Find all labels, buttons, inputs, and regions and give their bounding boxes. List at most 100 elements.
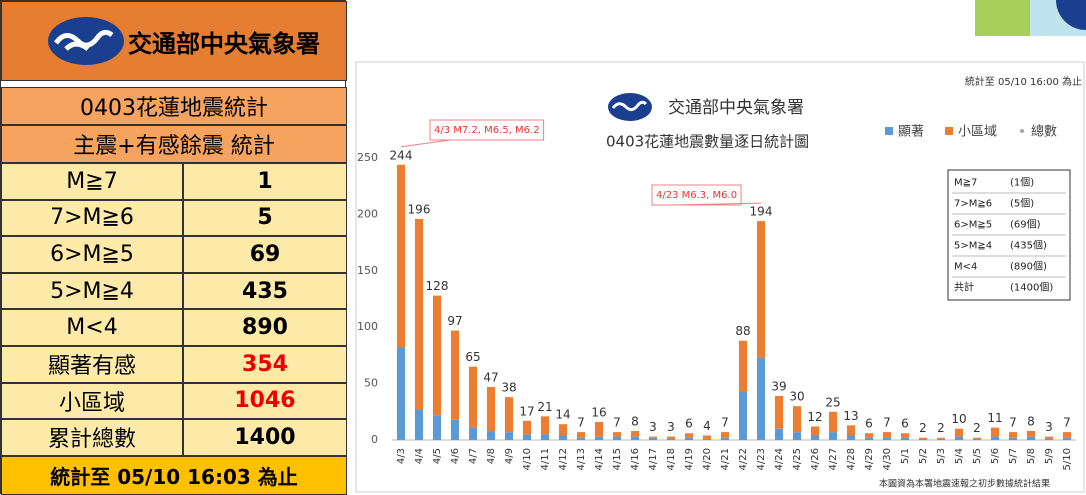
- x-tick-label: 5/4: [954, 448, 965, 464]
- bar-segment: [504, 397, 514, 433]
- bar-segment: [972, 437, 982, 439]
- x-tick-label: 4/3: [396, 448, 407, 464]
- x-tick-label: 4/15: [612, 448, 623, 470]
- bar-segment: [702, 438, 712, 440]
- bar-segment: [756, 357, 766, 440]
- bar-segment: [990, 427, 1000, 437]
- bar-segment: [720, 432, 730, 438]
- bar-segment: [720, 437, 730, 440]
- bar-segment: [828, 432, 838, 440]
- total-label: 2: [973, 421, 981, 435]
- x-tick-label: 4/12: [558, 448, 569, 470]
- total-label: 7: [883, 416, 891, 430]
- bar-segment: [864, 437, 874, 440]
- bar-segment: [414, 218, 424, 410]
- bar-segment: [1062, 437, 1072, 440]
- row-value: 69: [183, 236, 347, 273]
- summary-table: 交通部中央氣象署 0403花蓮地震統計 主震+有感餘震 統計 M≧7 1 7>M≧6 5 6…: [0, 0, 347, 495]
- total-label: 3: [667, 420, 675, 434]
- row-value: 1046: [183, 382, 347, 420]
- bar-segment: [486, 386, 496, 431]
- total-label: 21: [537, 400, 552, 414]
- x-tick-label: 5/6: [990, 448, 1001, 464]
- chart-note: 統計至 05/10 16:00 為止: [965, 75, 1082, 88]
- bar-segment: [846, 435, 856, 440]
- bar-segment: [882, 437, 892, 440]
- total-label: 7: [1063, 416, 1071, 430]
- table-subtitle: 主震+有感餘震 統計: [1, 125, 347, 163]
- total-label: 2: [937, 421, 945, 435]
- chart-logo: [608, 93, 652, 121]
- row-label: M<4: [1, 309, 183, 346]
- bar-segment: [648, 437, 658, 440]
- total-label: 10: [951, 412, 966, 426]
- bar-segment: [594, 436, 604, 440]
- row-label: 小區域: [1, 382, 183, 420]
- y-tick-label: 200: [357, 207, 378, 220]
- legend-swatch: [945, 127, 954, 135]
- bar-segment: [756, 221, 766, 358]
- total-label: 7: [721, 416, 729, 430]
- x-tick-label: 4/5: [432, 448, 443, 464]
- bar-segment: [1008, 437, 1018, 440]
- bar-segment: [396, 164, 406, 348]
- total-label: 11: [987, 411, 1002, 425]
- row-value: 890: [183, 309, 347, 346]
- y-tick-label: 50: [364, 377, 378, 390]
- x-tick-label: 5/7: [1008, 448, 1019, 464]
- legend-swatch: [1020, 129, 1025, 133]
- bar-segment: [792, 406, 802, 433]
- total-label: 8: [631, 414, 639, 428]
- legend-swatch: [885, 127, 893, 135]
- row-label: M≧7: [1, 163, 183, 200]
- bar-segment: [702, 435, 712, 439]
- total-label: 6: [685, 417, 693, 431]
- annotation-box: [651, 184, 742, 206]
- bar-segment: [810, 426, 820, 436]
- table-title: 0403花蓮地震統計: [1, 87, 347, 125]
- x-tick-label: 5/1: [900, 448, 911, 464]
- row-value: 1: [183, 163, 347, 200]
- bar-segment: [990, 436, 1000, 440]
- total-label: 7: [613, 416, 621, 430]
- bar-segment: [576, 432, 586, 438]
- annotation-pointer: [671, 202, 762, 206]
- x-tick-label: 4/14: [594, 448, 605, 470]
- logo: [48, 17, 124, 65]
- row-label: 顯著有感: [1, 346, 183, 383]
- y-tick-label: 100: [357, 320, 378, 333]
- total-label: 65: [465, 350, 480, 364]
- box-label: M≧7: [954, 178, 977, 189]
- x-tick-label: 4/13: [576, 448, 587, 470]
- row-value: 1400: [183, 419, 347, 456]
- chart-logo: [611, 100, 648, 112]
- bar-segment: [846, 425, 856, 436]
- box-label: 7>M≧6: [954, 199, 992, 210]
- total-label: 196: [408, 202, 431, 216]
- total-label: 8: [1027, 414, 1035, 428]
- header-text: 交通部中央氣象署: [128, 29, 320, 58]
- x-tick-label: 4/24: [774, 448, 785, 470]
- total-label: 12: [807, 410, 822, 424]
- box-label: M<4: [954, 262, 977, 273]
- bar-segment: [900, 437, 910, 440]
- bar-segment: [954, 436, 964, 440]
- box-count: (890個): [1010, 260, 1047, 273]
- x-tick-label: 4/20: [702, 448, 713, 470]
- corner-logo: [975, 0, 1086, 36]
- chart-footnote: 本圖資為本署地震速報之初步數據統計結果: [879, 478, 1050, 490]
- x-tick-label: 4/28: [846, 448, 857, 470]
- x-tick-label: 4/6: [450, 448, 461, 464]
- box-label: 共計: [954, 281, 974, 294]
- bar-segment: [450, 330, 460, 420]
- total-label: 17: [519, 404, 534, 418]
- row-value: 435: [183, 272, 347, 310]
- x-tick-label: 4/8: [486, 448, 497, 464]
- x-tick-label: 4/26: [810, 448, 821, 470]
- bar-segment: [522, 420, 532, 435]
- bar-segment: [774, 396, 784, 429]
- x-tick-label: 4/16: [630, 448, 641, 470]
- annotation-box: [429, 119, 545, 141]
- table-header: 交通部中央氣象署: [1, 1, 347, 81]
